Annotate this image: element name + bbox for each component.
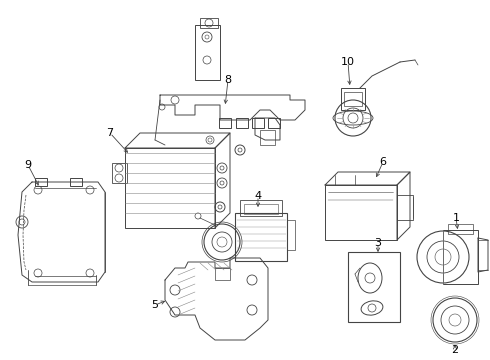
Text: 7: 7: [106, 128, 114, 138]
Text: 9: 9: [24, 160, 31, 170]
Text: 6: 6: [379, 157, 387, 167]
Text: 5: 5: [151, 300, 158, 310]
Bar: [341, 88, 365, 110]
Bar: [195, 25, 220, 80]
Bar: [244, 204, 278, 214]
Bar: [235, 213, 287, 261]
Bar: [252, 118, 264, 128]
Bar: [344, 92, 362, 106]
Text: 3: 3: [374, 238, 382, 248]
Text: 4: 4: [254, 191, 262, 201]
Bar: [448, 224, 473, 234]
Bar: [443, 230, 478, 284]
Bar: [112, 163, 127, 183]
Bar: [348, 252, 400, 322]
Bar: [70, 178, 82, 186]
Bar: [219, 118, 231, 128]
Bar: [268, 118, 280, 128]
Bar: [125, 148, 215, 228]
Text: 10: 10: [341, 57, 355, 67]
Bar: [287, 220, 295, 250]
Bar: [397, 195, 413, 220]
Bar: [236, 118, 248, 128]
Text: 1: 1: [452, 213, 460, 223]
Bar: [325, 185, 397, 240]
Bar: [240, 200, 282, 216]
Bar: [35, 178, 47, 186]
Text: 8: 8: [224, 75, 232, 85]
Bar: [215, 268, 230, 280]
Bar: [260, 130, 275, 145]
Text: 2: 2: [451, 345, 459, 355]
Bar: [200, 18, 218, 28]
